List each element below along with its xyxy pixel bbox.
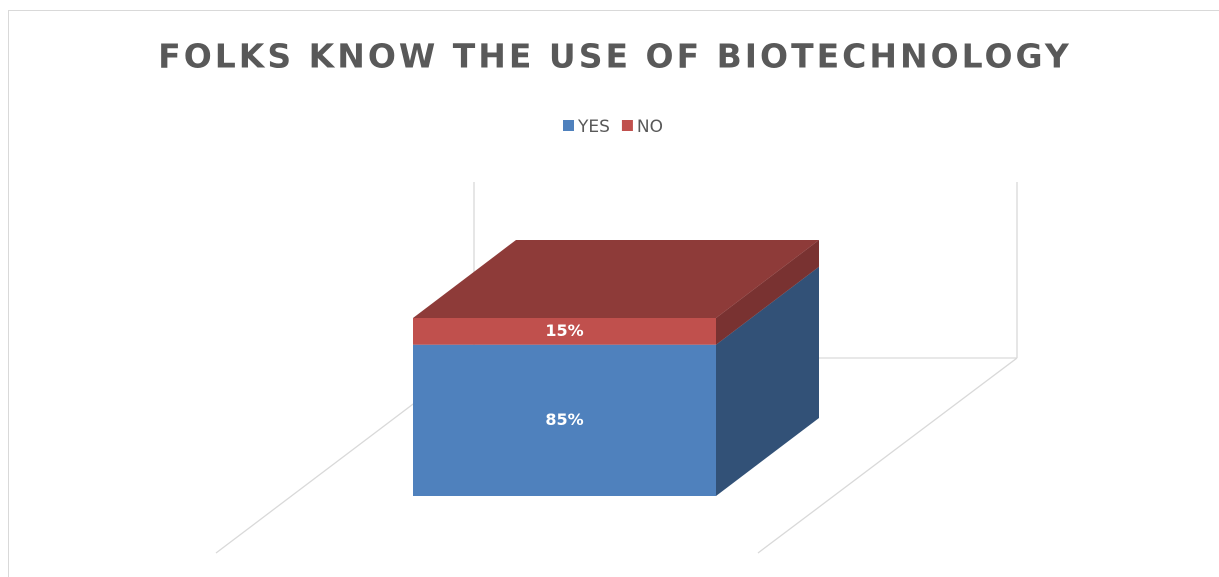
legend-swatch <box>621 120 633 131</box>
legend-swatch <box>563 120 574 131</box>
bar-top <box>413 240 819 318</box>
bar-front <box>413 344 716 496</box>
bar-side <box>716 240 819 345</box>
legend-label: YES <box>577 117 610 137</box>
chart-title: FOLKS KNOW THE USE OF BIOTECHNOLOGY <box>158 37 1072 76</box>
bar-side <box>716 266 819 496</box>
data-label: 85% <box>545 410 583 429</box>
legend-label: NO <box>637 117 663 137</box>
bar-front <box>413 318 716 345</box>
data-label: 15% <box>545 321 583 340</box>
floor-line <box>757 357 1018 554</box>
